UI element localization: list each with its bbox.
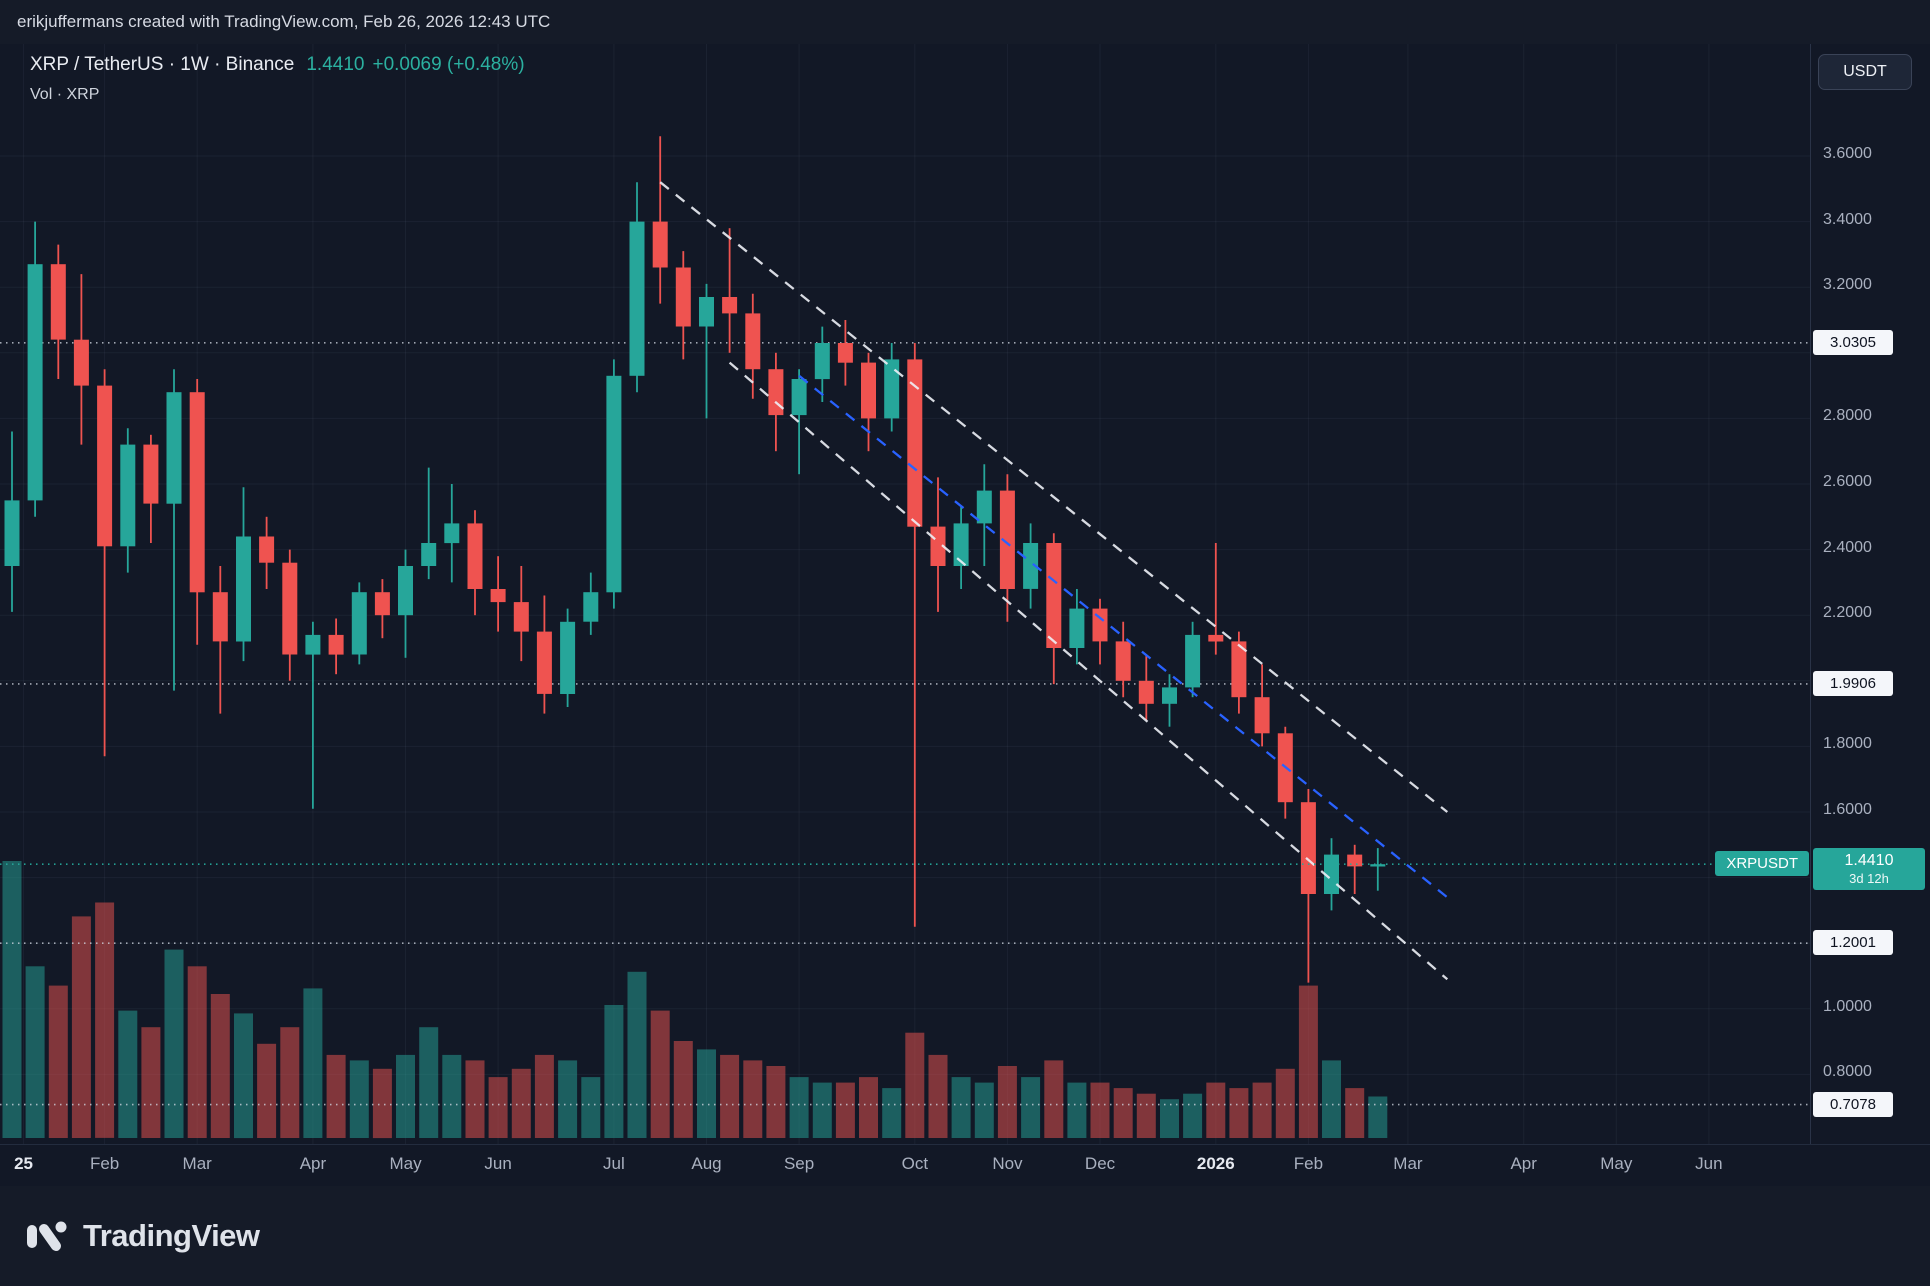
price-change-value: +0.0069 (+0.48%)	[372, 54, 525, 75]
time-axis-label: 25	[14, 1154, 34, 1173]
horizontal-level-lines[interactable]	[0, 341, 1810, 1106]
current-price-badge: 1.4410 3d 12h	[1813, 848, 1925, 891]
attribution-bar: erikjuffermans created with TradingView.…	[0, 0, 1930, 44]
time-axis-label: Dec	[1084, 1154, 1116, 1173]
tradingview-logo-text: TradingView	[83, 1218, 260, 1253]
price-tick-label: 0.8000	[1823, 1063, 1872, 1081]
time-axis-label: Nov	[992, 1154, 1023, 1173]
tradingview-logo[interactable]: TradingView	[26, 1218, 260, 1254]
symbol-title: XRP / TetherUS · 1W · Binance	[30, 54, 295, 75]
price-tick-label: 3.2000	[1823, 276, 1872, 294]
price-tick-label: 2.6000	[1823, 473, 1872, 490]
price-tick-label: 3.4000	[1823, 210, 1872, 228]
attribution-text: erikjuffermans created with TradingView.…	[17, 12, 551, 31]
time-axis[interactable]: 25 Feb Mar Apr May Jun Jul Aug Sep Oct Nov Dec 2026 F…	[0, 1144, 1930, 1186]
price-tick-label: 1.0000	[1823, 997, 1872, 1015]
time-axis-label: May	[1600, 1154, 1633, 1173]
price-level-label: 1.9906	[1813, 670, 1893, 696]
price-level-label: 3.0305	[1813, 329, 1893, 355]
time-axis-label: Sep	[783, 1154, 815, 1173]
time-axis-label: Jul	[603, 1154, 625, 1173]
time-axis-label: Jun	[1695, 1154, 1723, 1173]
price-tick-label: 3.6000	[1823, 145, 1872, 162]
trendline	[659, 181, 1449, 813]
tradingview-logo-icon	[27, 1221, 67, 1251]
bottom-bar: TradingView	[0, 1186, 1930, 1286]
price-tick-label: 1.8000	[1823, 735, 1872, 753]
trendline	[728, 361, 1449, 981]
last-price-value: 1.4410	[306, 54, 365, 75]
price-tick-label: 1.6000	[1823, 801, 1872, 818]
price-level-label: 1.2001	[1813, 930, 1893, 956]
time-axis-label: Aug	[691, 1154, 722, 1173]
time-axis-label: 2026	[1196, 1154, 1235, 1173]
time-axis-label: Apr	[299, 1154, 327, 1173]
symbol-price-line-label: XRPUSDT	[1715, 851, 1809, 877]
time-axis-label: Feb	[1293, 1154, 1324, 1173]
chart-area: 3.6000 3.4000 3.2000 2.8000 2.6000 2.4000 2.20…	[0, 44, 1930, 1144]
time-axis-label: May	[389, 1154, 422, 1173]
time-axis-label: Feb	[89, 1154, 120, 1173]
trendlines[interactable]	[659, 181, 1449, 981]
time-axis-label: Jun	[484, 1154, 512, 1173]
candlestick-series	[4, 136, 1386, 983]
time-axis-label: Mar	[1393, 1154, 1423, 1173]
price-tick-label: 2.2000	[1823, 604, 1872, 622]
chart-legend[interactable]: XRP / TetherUS · 1W · Binance 1.4410 +0.00…	[30, 54, 525, 104]
bar-countdown: 3d 12h	[1849, 871, 1889, 887]
price-chart-canvas[interactable]	[0, 44, 1810, 1144]
volume-series	[2, 861, 1388, 1139]
currency-toggle-button[interactable]: USDT	[1818, 54, 1912, 90]
grid	[0, 44, 1810, 1144]
current-price-value: 1.4410	[1844, 852, 1894, 870]
price-axis[interactable]: 3.6000 3.4000 3.2000 2.8000 2.6000 2.4000 2.20…	[1810, 44, 1930, 1144]
price-tick-label: 2.8000	[1823, 407, 1872, 425]
time-axis-label: Mar	[182, 1154, 212, 1173]
price-level-label: 0.7078	[1813, 1091, 1893, 1117]
time-axis-label: Oct	[901, 1154, 929, 1173]
legend-symbol-row: XRP / TetherUS · 1W · Binance 1.4410 +0.00…	[30, 54, 525, 76]
time-axis-label: Apr	[1510, 1154, 1537, 1173]
price-tick-label: 2.4000	[1823, 538, 1872, 556]
volume-legend: Vol · XRP	[30, 86, 100, 103]
